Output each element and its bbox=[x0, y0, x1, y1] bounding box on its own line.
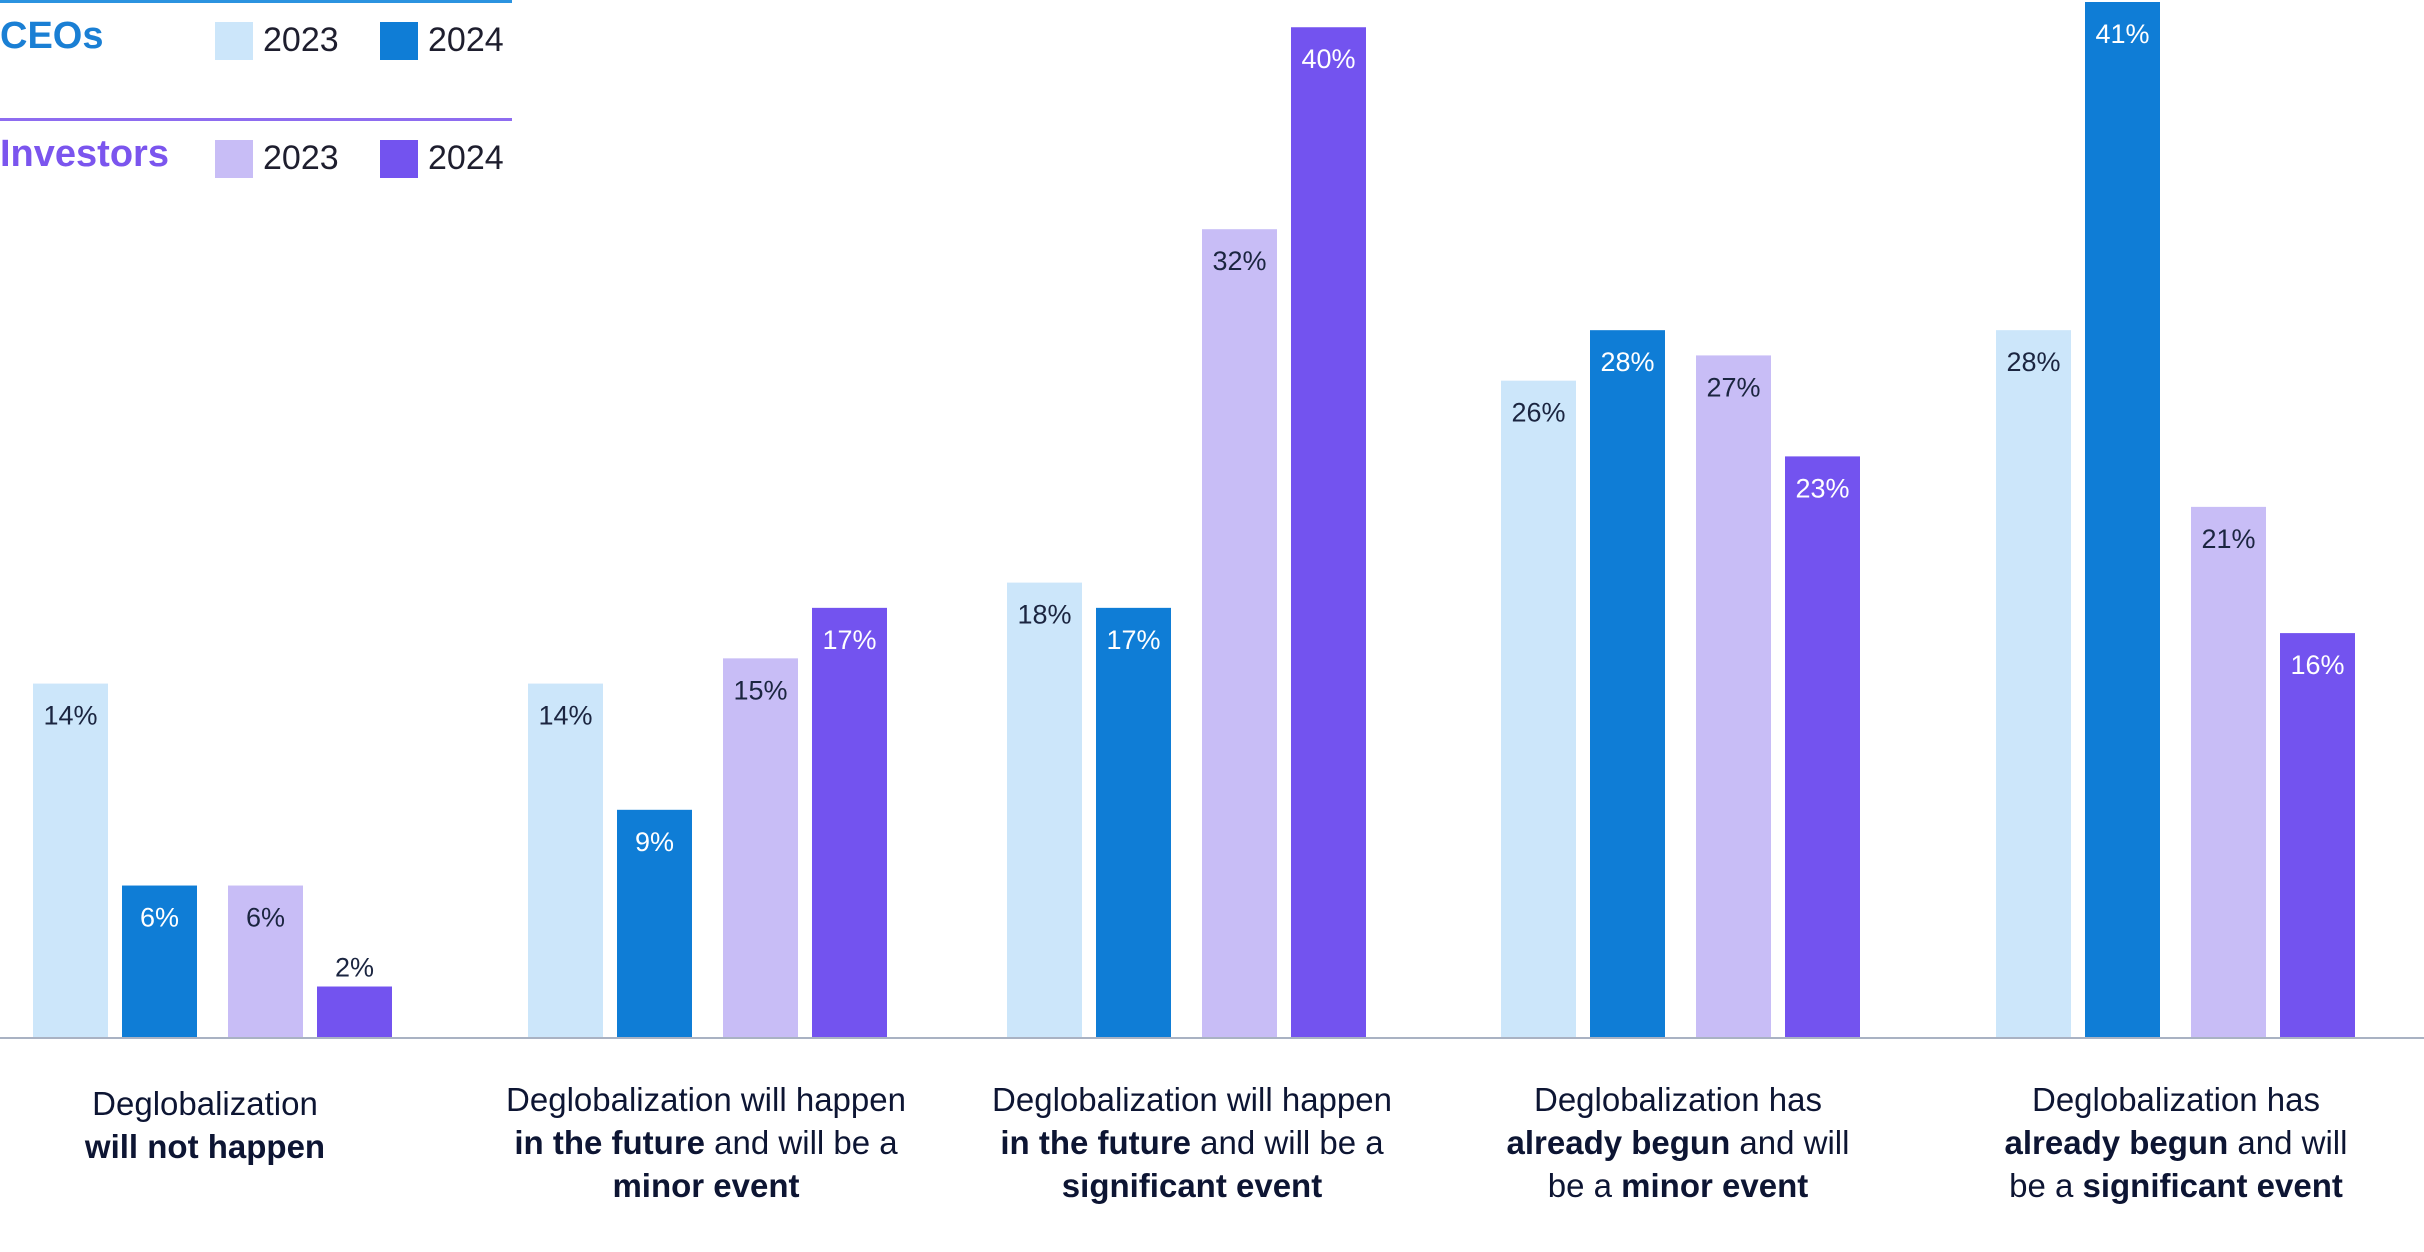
data-label-investors-2023-cat1: 6% bbox=[246, 903, 285, 933]
legend-ceos-2023-swatch bbox=[215, 22, 253, 60]
legend-ceos-2023-label: 2023 bbox=[263, 21, 339, 59]
bar-investors-2024-cat1 bbox=[317, 986, 392, 1037]
legend-investors: Investors 2023 2024 bbox=[0, 118, 512, 241]
bar-ceos-2023-cat3 bbox=[1007, 582, 1082, 1037]
data-label-investors-2024-cat2: 17% bbox=[822, 625, 876, 655]
bar-investors-2023-cat4 bbox=[1696, 355, 1771, 1037]
bar-ceos-2023-cat2 bbox=[528, 683, 603, 1037]
bar-investors-2024-cat5 bbox=[2280, 633, 2355, 1037]
legend-ceos: CEOs 2023 2024 bbox=[0, 0, 512, 123]
bar-ceos-2023-cat1 bbox=[33, 683, 108, 1037]
legend-investors-2024-label: 2024 bbox=[428, 139, 504, 177]
legend-ceos-2024-label: 2024 bbox=[428, 21, 504, 59]
legend-investors-2023-label: 2023 bbox=[263, 139, 339, 177]
data-label-investors-2023-cat4: 27% bbox=[1706, 372, 1760, 402]
legend-investors-2024-swatch bbox=[380, 140, 418, 178]
bar-investors-2024-cat3 bbox=[1291, 27, 1366, 1038]
x-tick-label-cat5: Deglobalization has already begun and wil… bbox=[2004, 1081, 2348, 1204]
data-label-investors-2023-cat3: 32% bbox=[1212, 246, 1266, 276]
data-label-investors-2024-cat3: 40% bbox=[1301, 44, 1355, 74]
data-label-ceos-2024-cat1: 6% bbox=[140, 903, 179, 933]
data-label-investors-2023-cat2: 15% bbox=[733, 675, 787, 705]
data-label-investors-2024-cat4: 23% bbox=[1795, 473, 1849, 503]
data-label-ceos-2024-cat4: 28% bbox=[1600, 347, 1654, 377]
data-label-ceos-2024-cat2: 9% bbox=[635, 827, 674, 857]
data-label-ceos-2024-cat3: 17% bbox=[1106, 625, 1160, 655]
bar-ceos-2024-cat3 bbox=[1096, 607, 1171, 1037]
bar-ceos-2023-cat4 bbox=[1501, 380, 1576, 1037]
data-label-investors-2023-cat5: 21% bbox=[2201, 524, 2255, 554]
bar-investors-2023-cat1 bbox=[228, 885, 303, 1037]
data-label-ceos-2024-cat5: 41% bbox=[2095, 19, 2149, 49]
data-label-ceos-2023-cat2: 14% bbox=[538, 701, 592, 731]
x-tick-label-cat1: Deglobalization will not happen bbox=[84, 1085, 326, 1165]
data-label-ceos-2023-cat4: 26% bbox=[1511, 398, 1565, 428]
legend-investors-title: Investors bbox=[0, 133, 169, 175]
data-label-ceos-2023-cat5: 28% bbox=[2006, 347, 2060, 377]
data-label-ceos-2023-cat1: 14% bbox=[43, 701, 97, 731]
bar-investors-2024-cat2 bbox=[812, 607, 887, 1037]
legend-investors-2023-swatch bbox=[215, 140, 253, 178]
x-tick-label-cat2: Deglobalization will happen in the future… bbox=[506, 1081, 906, 1204]
legend-ceos-title: CEOs bbox=[0, 15, 104, 57]
bar-investors-2023-cat2 bbox=[723, 658, 798, 1037]
legend: CEOs 2023 2024 Investors 2023 2024 bbox=[0, 0, 512, 190]
data-label-investors-2024-cat1: 2% bbox=[335, 953, 374, 983]
x-tick-label-cat4: Deglobalization has already begun and wil… bbox=[1506, 1081, 1850, 1204]
legend-ceos-2024-swatch bbox=[380, 22, 418, 60]
x-tick-label-cat3: Deglobalization will happen in the future… bbox=[992, 1081, 1392, 1204]
data-label-ceos-2023-cat3: 18% bbox=[1017, 600, 1071, 630]
bar-investors-2024-cat4 bbox=[1785, 456, 1860, 1037]
bar-ceos-2024-cat1 bbox=[122, 885, 197, 1037]
bar-ceos-2023-cat5 bbox=[1996, 330, 2071, 1037]
bar-investors-2023-cat5 bbox=[2191, 506, 2266, 1037]
data-label-investors-2024-cat5: 16% bbox=[2290, 650, 2344, 680]
bar-ceos-2024-cat5 bbox=[2085, 2, 2160, 1037]
bar-ceos-2024-cat4 bbox=[1590, 330, 1665, 1037]
bar-investors-2023-cat3 bbox=[1202, 229, 1277, 1037]
bar-ceos-2024-cat2 bbox=[617, 809, 692, 1037]
